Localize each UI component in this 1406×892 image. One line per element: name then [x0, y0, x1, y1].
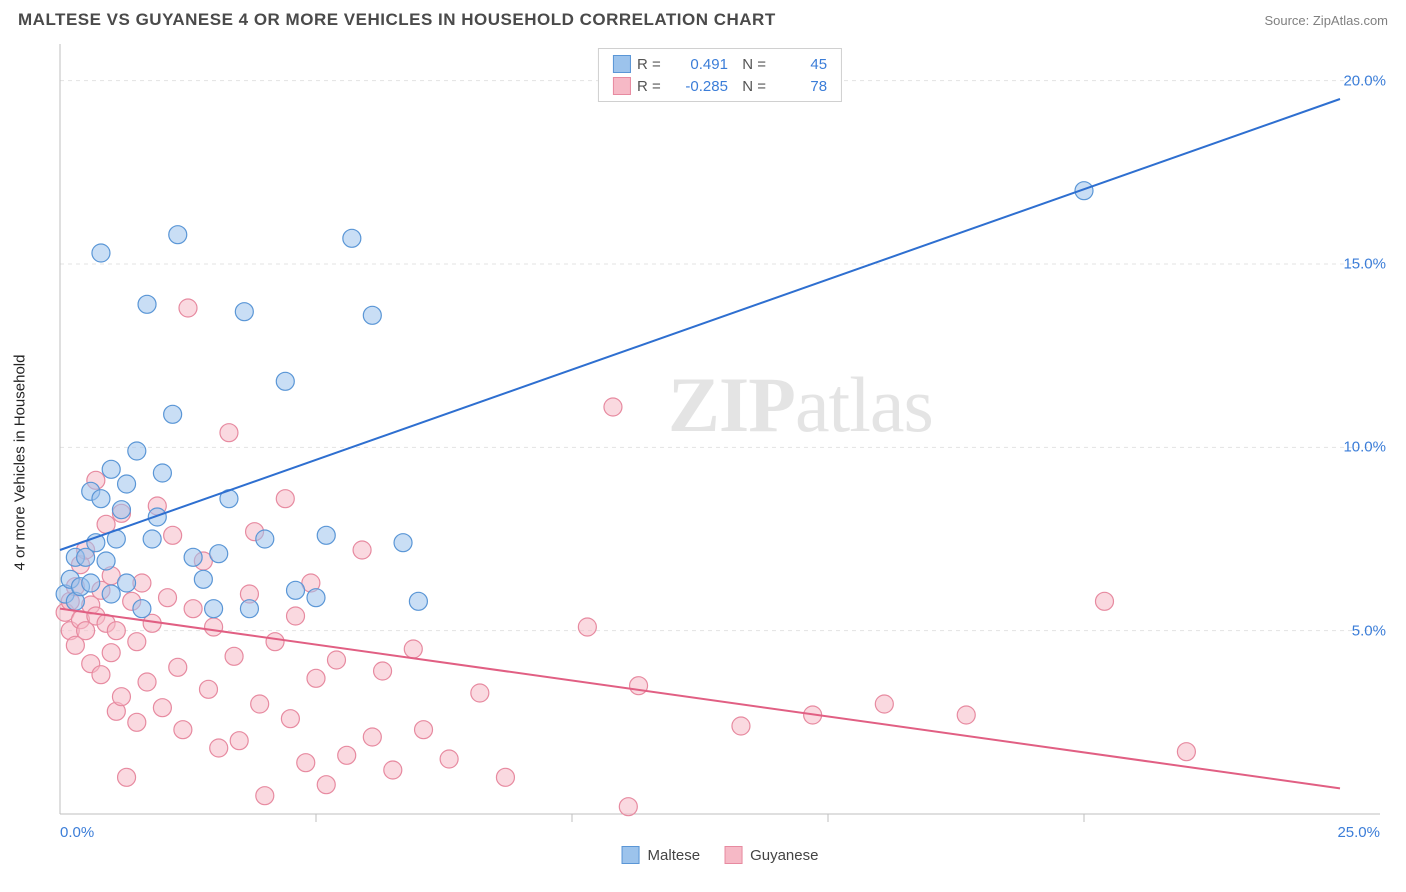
legend-stats: R = 0.491 N = 45 R = -0.285 N = 78 [598, 48, 842, 102]
header: MALTESE VS GUYANESE 4 OR MORE VEHICLES I… [0, 0, 1406, 36]
y-tick-label: 5.0% [1352, 622, 1386, 639]
chart-container: 4 or more Vehicles in Household ZIPatlas… [50, 44, 1390, 864]
legend-stats-row: R = 0.491 N = 45 [613, 53, 827, 75]
maltese-swatch [622, 846, 640, 864]
n-value: 78 [772, 78, 827, 95]
guyanese-swatch [613, 77, 631, 95]
y-tick-label: 15.0% [1343, 256, 1386, 273]
source-label: Source: ZipAtlas.com [1264, 13, 1388, 28]
n-value: 45 [772, 56, 827, 73]
guyanese-swatch [724, 846, 742, 864]
x-tick-label: 25.0% [1337, 824, 1380, 841]
y-tick-label: 20.0% [1343, 72, 1386, 89]
legend-series: Maltese Guyanese [622, 846, 819, 864]
maltese-swatch [613, 55, 631, 73]
scatter-plot [50, 44, 1390, 864]
legend-label: Maltese [648, 847, 701, 864]
y-tick-label: 10.0% [1343, 439, 1386, 456]
legend-item: Maltese [622, 846, 701, 864]
legend-item: Guyanese [724, 846, 818, 864]
n-label: N = [734, 78, 766, 95]
y-axis-label: 4 or more Vehicles in Household [12, 355, 29, 571]
r-value: 0.491 [673, 56, 728, 73]
x-tick-label: 0.0% [60, 824, 94, 841]
legend-label: Guyanese [750, 847, 818, 864]
r-label: R = [637, 78, 667, 95]
r-value: -0.285 [673, 78, 728, 95]
r-label: R = [637, 56, 667, 73]
chart-title: MALTESE VS GUYANESE 4 OR MORE VEHICLES I… [18, 10, 776, 30]
n-label: N = [734, 56, 766, 73]
legend-stats-row: R = -0.285 N = 78 [613, 75, 827, 97]
